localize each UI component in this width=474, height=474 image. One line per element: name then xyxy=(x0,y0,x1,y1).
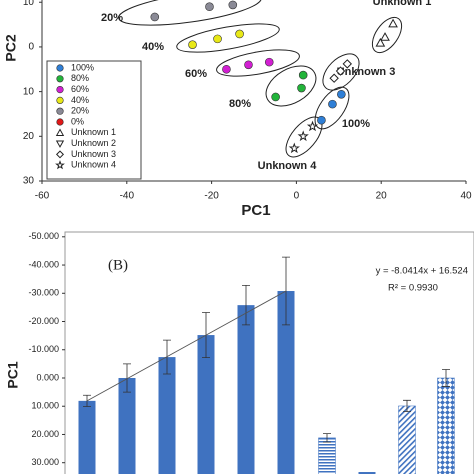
marker xyxy=(342,59,352,69)
marker xyxy=(306,120,319,132)
marker xyxy=(213,34,222,44)
bar xyxy=(78,400,96,474)
marker xyxy=(380,32,390,41)
marker xyxy=(298,70,308,80)
marker xyxy=(150,12,160,22)
chart-title: (B) xyxy=(108,257,128,273)
legend-marker xyxy=(56,64,64,72)
legend-label: 0% xyxy=(71,116,84,126)
trend-line xyxy=(86,290,287,402)
marker xyxy=(337,89,346,99)
legend-marker xyxy=(56,96,64,104)
y-axis-label: PC1 xyxy=(5,361,21,388)
x-tick-label: -20 xyxy=(204,191,219,202)
bar xyxy=(237,305,255,474)
marker xyxy=(328,99,337,109)
y-tick-label: 20 xyxy=(23,131,35,142)
legend-label: 60% xyxy=(71,84,89,94)
error-bar xyxy=(123,363,131,393)
error-bar xyxy=(282,256,290,326)
y-tick-label: 10 xyxy=(23,0,35,8)
legend-marker xyxy=(56,118,64,126)
marker xyxy=(297,130,309,142)
group-ellipses xyxy=(118,0,403,158)
annotation: 100% xyxy=(342,118,370,130)
marker xyxy=(297,83,306,93)
legend-marker xyxy=(56,85,64,94)
marker xyxy=(375,37,386,47)
legend-label: Unknown 4 xyxy=(71,160,116,170)
bar xyxy=(197,335,215,474)
error-bar xyxy=(442,369,450,387)
y-tick-label: -50.000 xyxy=(28,231,59,241)
y-tick-label: -40.000 xyxy=(28,259,59,269)
error-bar xyxy=(83,394,91,407)
marker xyxy=(205,2,214,12)
legend-label: 80% xyxy=(71,73,89,83)
annotation: 80% xyxy=(229,98,251,110)
y-tick-label: 0 xyxy=(28,42,34,53)
x-tick-label: 40 xyxy=(460,191,472,202)
error-bar xyxy=(242,284,250,326)
error-bar xyxy=(403,399,411,412)
legend-label: Unknown 3 xyxy=(71,149,116,159)
bar xyxy=(358,472,376,474)
legend-label: Unknown 1 xyxy=(71,127,116,137)
annotation: Unknown 3 xyxy=(337,66,396,78)
y-tick-label: 10.000 xyxy=(31,401,59,411)
legend-label: 100% xyxy=(71,62,94,72)
marker xyxy=(288,142,300,154)
marker xyxy=(244,60,253,70)
bar xyxy=(158,357,176,474)
legend-marker xyxy=(55,160,65,170)
marker xyxy=(188,40,197,49)
marker xyxy=(388,18,398,28)
annotation: Unknown 4 xyxy=(258,160,318,172)
legend-marker xyxy=(55,140,65,148)
annotation: 40% xyxy=(142,41,164,53)
y-tick-label: 10 xyxy=(23,86,35,97)
plot-frame xyxy=(64,231,474,474)
legend-marker xyxy=(56,75,64,83)
y-tick-label: -10.000 xyxy=(28,344,59,354)
bar xyxy=(118,377,136,474)
legend-marker xyxy=(55,150,65,159)
legend-label: 20% xyxy=(71,106,89,116)
annotation: 60% xyxy=(185,68,207,80)
r-squared: R² = 0.9930 xyxy=(388,283,438,294)
y-tick-label: -20.000 xyxy=(28,316,59,326)
y-tick-label: 20.000 xyxy=(31,429,59,439)
marker xyxy=(235,29,244,39)
x-tick-label: 20 xyxy=(376,191,388,202)
marker xyxy=(271,92,280,102)
marker xyxy=(222,64,231,74)
bar xyxy=(277,291,295,474)
marker xyxy=(264,57,274,67)
x-tick-label: -40 xyxy=(120,191,135,202)
marker xyxy=(317,115,326,125)
legend-marker xyxy=(55,128,65,136)
error-bar xyxy=(323,433,331,443)
y-tick-label: 30.000 xyxy=(31,457,59,467)
bar xyxy=(398,405,416,474)
legend-label: 40% xyxy=(71,95,89,105)
y-tick-label: -30.000 xyxy=(28,288,59,298)
legend-label: Unknown 2 xyxy=(71,138,116,148)
equation: y = -8.0414x + 16.524 xyxy=(376,266,468,277)
y-axis-label: PC2 xyxy=(3,34,19,61)
x-axis-label: PC1 xyxy=(241,202,270,219)
x-tick-label: 0 xyxy=(294,191,300,202)
marker xyxy=(329,73,339,83)
y-tick-label: 0.000 xyxy=(36,372,59,382)
marker xyxy=(335,66,346,76)
x-tick-label: -60 xyxy=(35,191,50,202)
legend-marker xyxy=(56,107,64,115)
bar xyxy=(318,437,336,474)
y-tick-label: 30 xyxy=(23,176,35,187)
annotation: 20% xyxy=(101,12,123,24)
bar xyxy=(437,377,455,474)
marker xyxy=(228,0,238,10)
annotation: Unknown 1 xyxy=(373,0,432,8)
